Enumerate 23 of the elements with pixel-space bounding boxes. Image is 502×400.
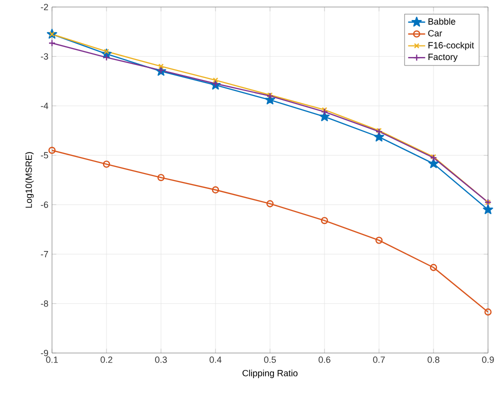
- legend-label: Factory: [428, 54, 458, 62]
- x-tick-label: 0.9: [482, 356, 494, 363]
- y-tick-label: -8: [40, 300, 48, 307]
- x-tick-label: 0.1: [46, 356, 58, 363]
- x-tick-label: 0.8: [428, 356, 440, 363]
- x-axis-title: Clipping Ratio: [242, 370, 298, 378]
- y-tick-label: -3: [40, 53, 48, 60]
- y-tick-label: -2: [40, 4, 48, 10]
- y-tick-label: -4: [40, 102, 48, 109]
- legend-label: F16-cockpit: [428, 42, 474, 50]
- x-tick-label: 0.4: [210, 356, 222, 363]
- x-tick-label: 0.2: [100, 356, 112, 363]
- legend-label: Car: [428, 30, 442, 36]
- y-tick-label: -7: [40, 251, 48, 258]
- y-tick-label: -9: [40, 350, 48, 356]
- y-tick-label: -5: [40, 152, 48, 158]
- x-tick-label: 0.6: [318, 356, 330, 363]
- x-tick-label: 0.7: [373, 356, 385, 363]
- y-tick-label: -6: [40, 202, 48, 208]
- legend-label: Babble: [428, 18, 456, 25]
- x-tick-label: 0.3: [155, 356, 167, 363]
- y-axis-title: Log10(MSRE): [25, 152, 34, 208]
- x-tick-label: 0.5: [264, 356, 276, 363]
